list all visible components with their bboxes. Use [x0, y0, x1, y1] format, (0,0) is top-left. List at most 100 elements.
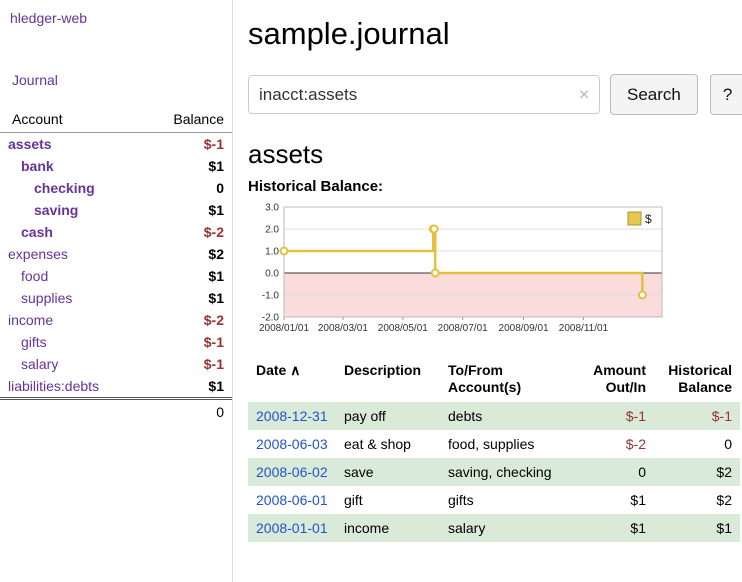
svg-text:2008/05/01: 2008/05/01 — [378, 323, 428, 334]
account-link[interactable]: gifts — [21, 334, 47, 350]
transaction-balance: 0 — [724, 436, 732, 452]
register-table: Date ∧ Description To/From Account(s) Am… — [248, 358, 740, 542]
account-table: Account Balance assets $-1 bank $1 checking 0… — [0, 108, 232, 423]
svg-text:2008/07/01: 2008/07/01 — [438, 323, 488, 334]
account-row: saving $1 — [0, 199, 232, 221]
help-button[interactable]: ? — [709, 74, 742, 115]
account-balance: $-1 — [203, 136, 224, 152]
transaction-date-link[interactable]: 2008-06-02 — [256, 464, 328, 480]
account-balance: 0 — [216, 180, 224, 196]
transaction-balance: $2 — [654, 458, 740, 486]
account-row: food $1 — [0, 265, 232, 287]
transaction-date-link[interactable]: 2008-06-03 — [256, 436, 328, 452]
transaction-amount: $-1 — [566, 402, 654, 430]
account-link[interactable]: supplies — [21, 290, 73, 306]
transaction-date-link[interactable]: 2008-06-01 — [256, 492, 328, 508]
account-column-header: Account — [0, 108, 146, 133]
account-link[interactable]: assets — [8, 136, 52, 152]
clear-search-icon[interactable]: ✕ — [578, 86, 590, 102]
svg-text:0.0: 0.0 — [265, 269, 279, 280]
account-link[interactable]: expenses — [8, 246, 68, 262]
transaction-description: gift — [344, 492, 363, 508]
transaction-date-link[interactable]: 2008-01-01 — [256, 520, 328, 536]
account-total-row: 0 — [0, 397, 232, 423]
transaction-description: save — [344, 458, 448, 486]
account-link[interactable]: income — [8, 312, 54, 328]
register-row: 2008-06-02 save saving, checking 0 $2 — [248, 458, 740, 486]
total-spacer — [0, 397, 146, 423]
account-row: salary $-1 — [0, 353, 232, 375]
transaction-description: income — [344, 514, 448, 542]
register-row: 2008-12-31 pay off debts $-1 $-1 — [248, 402, 740, 430]
column-header-tofrom: To/From Account(s) — [448, 362, 522, 395]
search-input[interactable] — [248, 75, 600, 114]
svg-text:2008/09/01: 2008/09/01 — [499, 323, 549, 334]
svg-text:3.0: 3.0 — [265, 203, 279, 214]
account-table-header: Account Balance — [0, 108, 232, 133]
column-header-description: Description — [344, 362, 422, 378]
transaction-amount: $1 — [566, 514, 654, 542]
account-link[interactable]: salary — [21, 356, 59, 372]
account-link[interactable]: checking — [34, 180, 95, 196]
account-balance: $-2 — [203, 224, 224, 240]
column-header-date[interactable]: Date ∧ — [248, 358, 344, 402]
account-row: income $-2 — [0, 309, 232, 331]
page-title: sample.journal — [248, 16, 450, 51]
column-header-amount: Amount Out/In — [593, 362, 646, 395]
app-title-link[interactable]: hledger-web — [10, 10, 88, 26]
search-button[interactable]: Search — [610, 74, 698, 115]
account-row: bank $1 — [0, 155, 232, 177]
account-link[interactable]: liabilities:debts — [8, 378, 100, 394]
search-box: ✕ — [248, 75, 600, 114]
transaction-accounts: salary — [448, 514, 566, 542]
transaction-accounts: food, supplies — [448, 436, 535, 452]
register-row: 2008-06-03 eat & shop food, supplies $-2 0 — [248, 430, 740, 458]
svg-text:-1.0: -1.0 — [262, 291, 280, 302]
account-link[interactable]: food — [21, 268, 49, 284]
search-bar: ✕ Search ? — [248, 74, 742, 115]
account-row: supplies $1 — [0, 287, 232, 309]
transaction-description: pay off — [344, 402, 448, 430]
transaction-balance: $2 — [716, 492, 732, 508]
account-row: gifts $-1 — [0, 331, 232, 353]
svg-text:-2.0: -2.0 — [262, 313, 280, 324]
register-table-body: 2008-12-31 pay off debts $-1 $-1 2008-06-03 ea… — [248, 402, 740, 542]
transaction-balance: $-1 — [654, 402, 740, 430]
transaction-date-link[interactable]: 2008-12-31 — [256, 408, 328, 424]
transaction-amount: 0 — [566, 458, 654, 486]
transaction-description: eat & shop — [344, 436, 411, 452]
account-balance: $1 — [208, 378, 224, 394]
date-header-label: Date — [256, 362, 287, 378]
register-account-heading: assets — [248, 139, 324, 169]
account-balance: $1 — [208, 158, 224, 174]
account-row: checking 0 — [0, 177, 232, 199]
svg-text:$: $ — [645, 212, 652, 226]
account-row: expenses $2 — [0, 243, 232, 265]
transaction-amount: $1 — [630, 492, 646, 508]
main-content: sample.journal ✕ Search ? assets Histori… — [234, 0, 742, 542]
svg-text:2008/03/01: 2008/03/01 — [318, 323, 368, 334]
account-balance: $-2 — [203, 312, 224, 328]
svg-text:1.0: 1.0 — [265, 247, 279, 258]
total-balance: 0 — [145, 397, 232, 423]
svg-text:2008/01/01: 2008/01/01 — [259, 323, 309, 334]
account-balance: $-1 — [203, 334, 224, 350]
sort-ascending-icon: ∧ — [290, 362, 301, 378]
account-balance: $1 — [208, 268, 224, 284]
sidebar-item-journal[interactable]: Journal — [12, 72, 58, 88]
balance-column-header: Balance — [145, 108, 232, 133]
account-row: liabilities:debts $1 — [0, 375, 232, 399]
account-link[interactable]: saving — [34, 202, 79, 218]
account-balance: $1 — [208, 290, 224, 306]
account-link[interactable]: bank — [21, 158, 54, 174]
sidebar: hledger-web Journal Account Balance asse… — [0, 0, 233, 582]
account-balance: $-1 — [203, 356, 224, 372]
transaction-accounts: saving, checking — [448, 458, 566, 486]
account-row: assets $-1 — [0, 133, 232, 156]
transaction-amount: $-2 — [625, 436, 646, 452]
account-link[interactable]: cash — [21, 224, 53, 240]
chart-title: Historical Balance: — [248, 178, 384, 195]
svg-text:2.0: 2.0 — [265, 225, 279, 236]
